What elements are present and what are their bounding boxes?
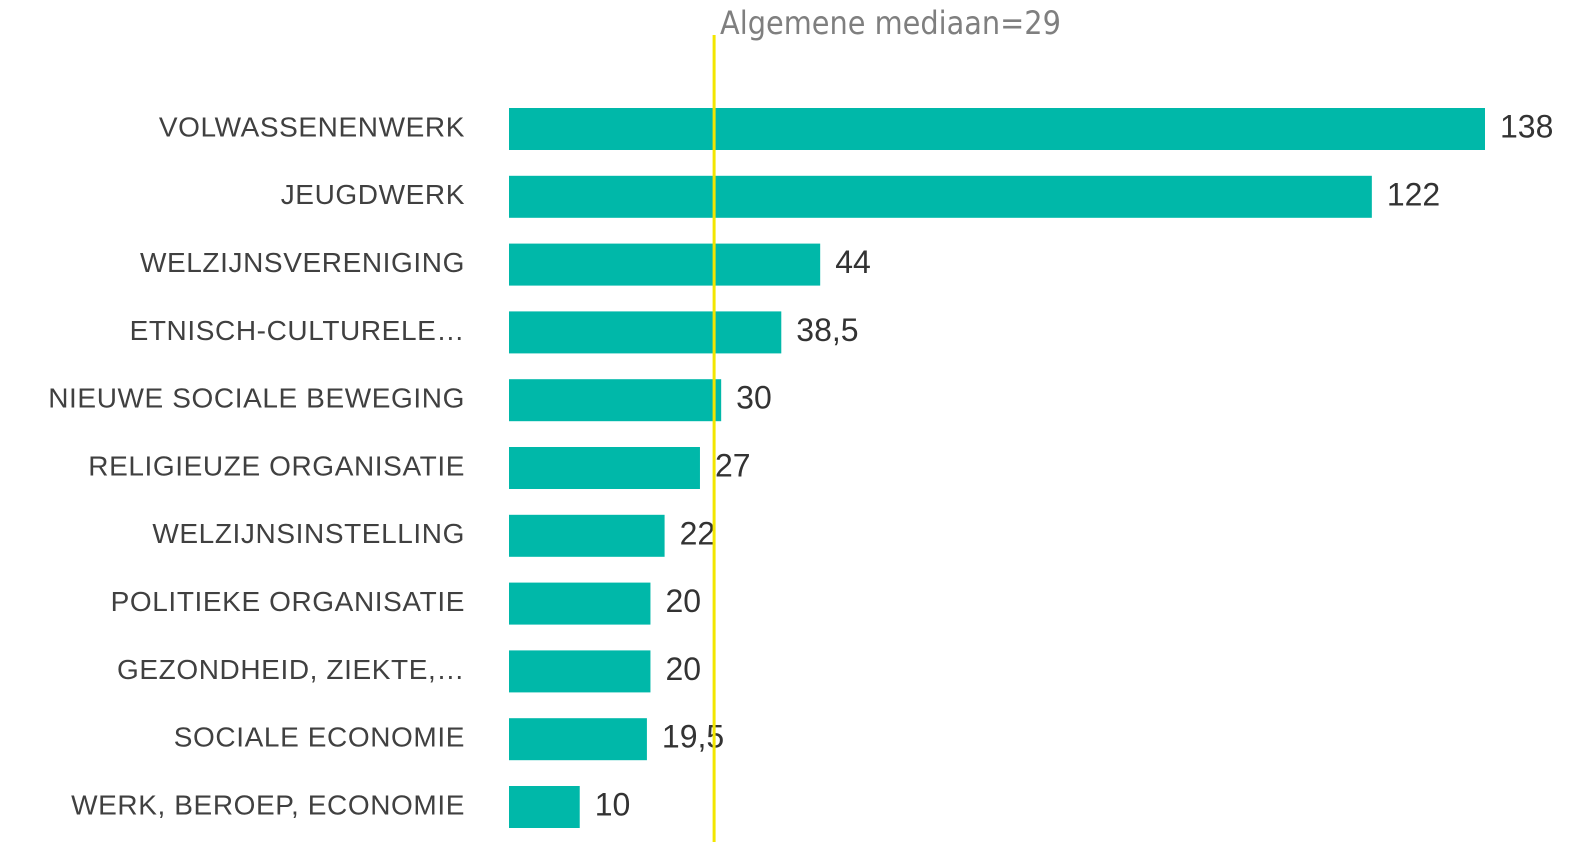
category-label: WELZIJNSINSTELLING (152, 518, 465, 549)
value-label: 22 (680, 515, 716, 551)
value-label: 27 (715, 447, 751, 483)
bar (509, 379, 722, 422)
bar (509, 175, 1372, 218)
category-label: RELIGIEUZE ORGANISATIE (88, 450, 465, 481)
median-annotation: Algemene mediaan=29 (720, 4, 1061, 42)
value-label: 122 (1387, 176, 1440, 212)
bar (509, 108, 1485, 150)
category-label: VOLWASSENENWERK (159, 111, 465, 142)
category-label: POLITIEKE ORGANISATIE (111, 586, 465, 617)
value-label: 44 (835, 244, 871, 280)
category-label: WELZIJNSVERENIGING (140, 247, 465, 278)
category-label: ETNISCH-CULTURELE… (130, 315, 465, 346)
bar (509, 650, 651, 693)
value-label: 10 (595, 786, 631, 822)
value-label: 30 (736, 380, 772, 416)
bar (509, 311, 782, 354)
category-label: JEUGDWERK (281, 179, 465, 210)
bar (509, 582, 651, 625)
bar (509, 447, 700, 489)
category-label: SOCIALE ECONOMIE (174, 722, 465, 753)
bar (509, 243, 821, 286)
value-label: 20 (665, 583, 701, 619)
value-label: 38,5 (796, 312, 858, 348)
bar (509, 514, 665, 557)
value-label: 138 (1500, 108, 1553, 144)
bar (509, 718, 647, 761)
bar (509, 786, 580, 828)
value-label: 20 (665, 651, 701, 687)
category-label: GEZONDHEID, ZIEKTE,… (117, 654, 465, 685)
category-label: WERK, BEROEP, ECONOMIE (71, 789, 465, 820)
category-label: NIEUWE SOCIALE BEWEGING (48, 383, 465, 414)
